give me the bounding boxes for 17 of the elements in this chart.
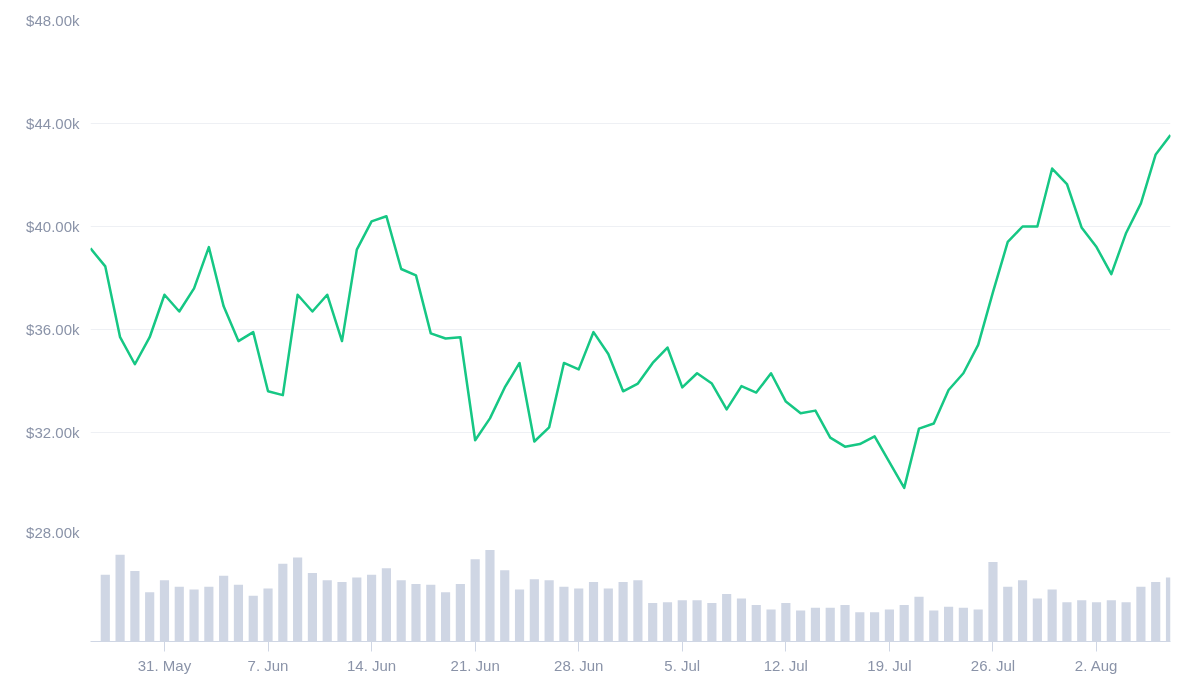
x-tick-label: 21. Jun: [450, 656, 500, 674]
x-tick-label: 7. Jun: [247, 656, 289, 674]
x-tick-label: 2. Aug: [1074, 656, 1118, 674]
x-tick-label: 31. May: [137, 656, 192, 674]
line-series: [90, 133, 1171, 490]
x-tick-label: 26. Jul: [970, 656, 1016, 674]
y-tick-label: $48.00k: [26, 12, 80, 29]
y-tick-label: $36.00k: [26, 321, 80, 338]
y-tick-label: $44.00k: [26, 115, 80, 132]
y-tick-label: $28.00k: [26, 523, 80, 541]
x-tick-label: 12. Jul: [763, 656, 808, 674]
x-tick-label: 14. Jun: [346, 656, 397, 674]
y-tick-label: $32.00k: [26, 424, 80, 441]
x-tick-label: 5. Jul: [664, 656, 701, 674]
x-tick-label: 28. Jun: [554, 656, 604, 674]
y-tick-label: $40.00k: [26, 218, 80, 235]
x-tick-label: 19. Jul: [867, 656, 912, 674]
